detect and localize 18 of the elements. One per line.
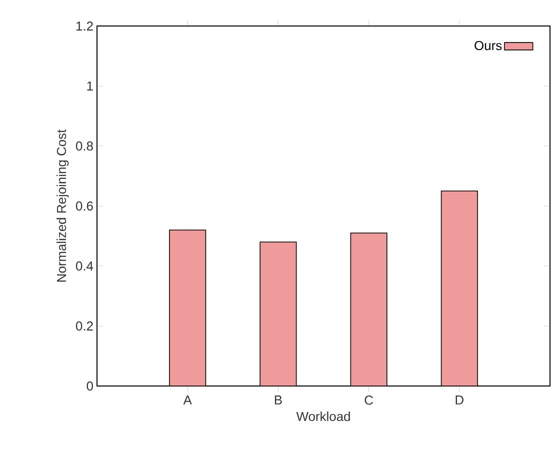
bar	[260, 242, 297, 386]
y-tick-label: 1	[87, 82, 93, 90]
bar	[440, 190, 478, 386]
x-tick-label: A	[183, 396, 192, 404]
y-tick-label: 0.8	[76, 141, 93, 151]
x-tick-label: B	[274, 396, 282, 404]
y-tick-label: 0	[86, 381, 93, 391]
bar	[169, 230, 206, 386]
x-tick-label: C	[364, 396, 373, 405]
x-axis-title: Workload	[296, 412, 350, 422]
y-tick-label: 0.4	[76, 261, 94, 271]
legend-label: Ours	[474, 40, 502, 50]
x-tick-label: D	[456, 396, 464, 404]
y-tick-label: 0.2	[76, 321, 93, 331]
y-axis-title: Normalized Rejoining Cost	[56, 129, 69, 282]
bar	[350, 232, 388, 386]
y-tick-label: 0.6	[76, 201, 93, 211]
y-tick-label: 1.2	[76, 21, 93, 31]
